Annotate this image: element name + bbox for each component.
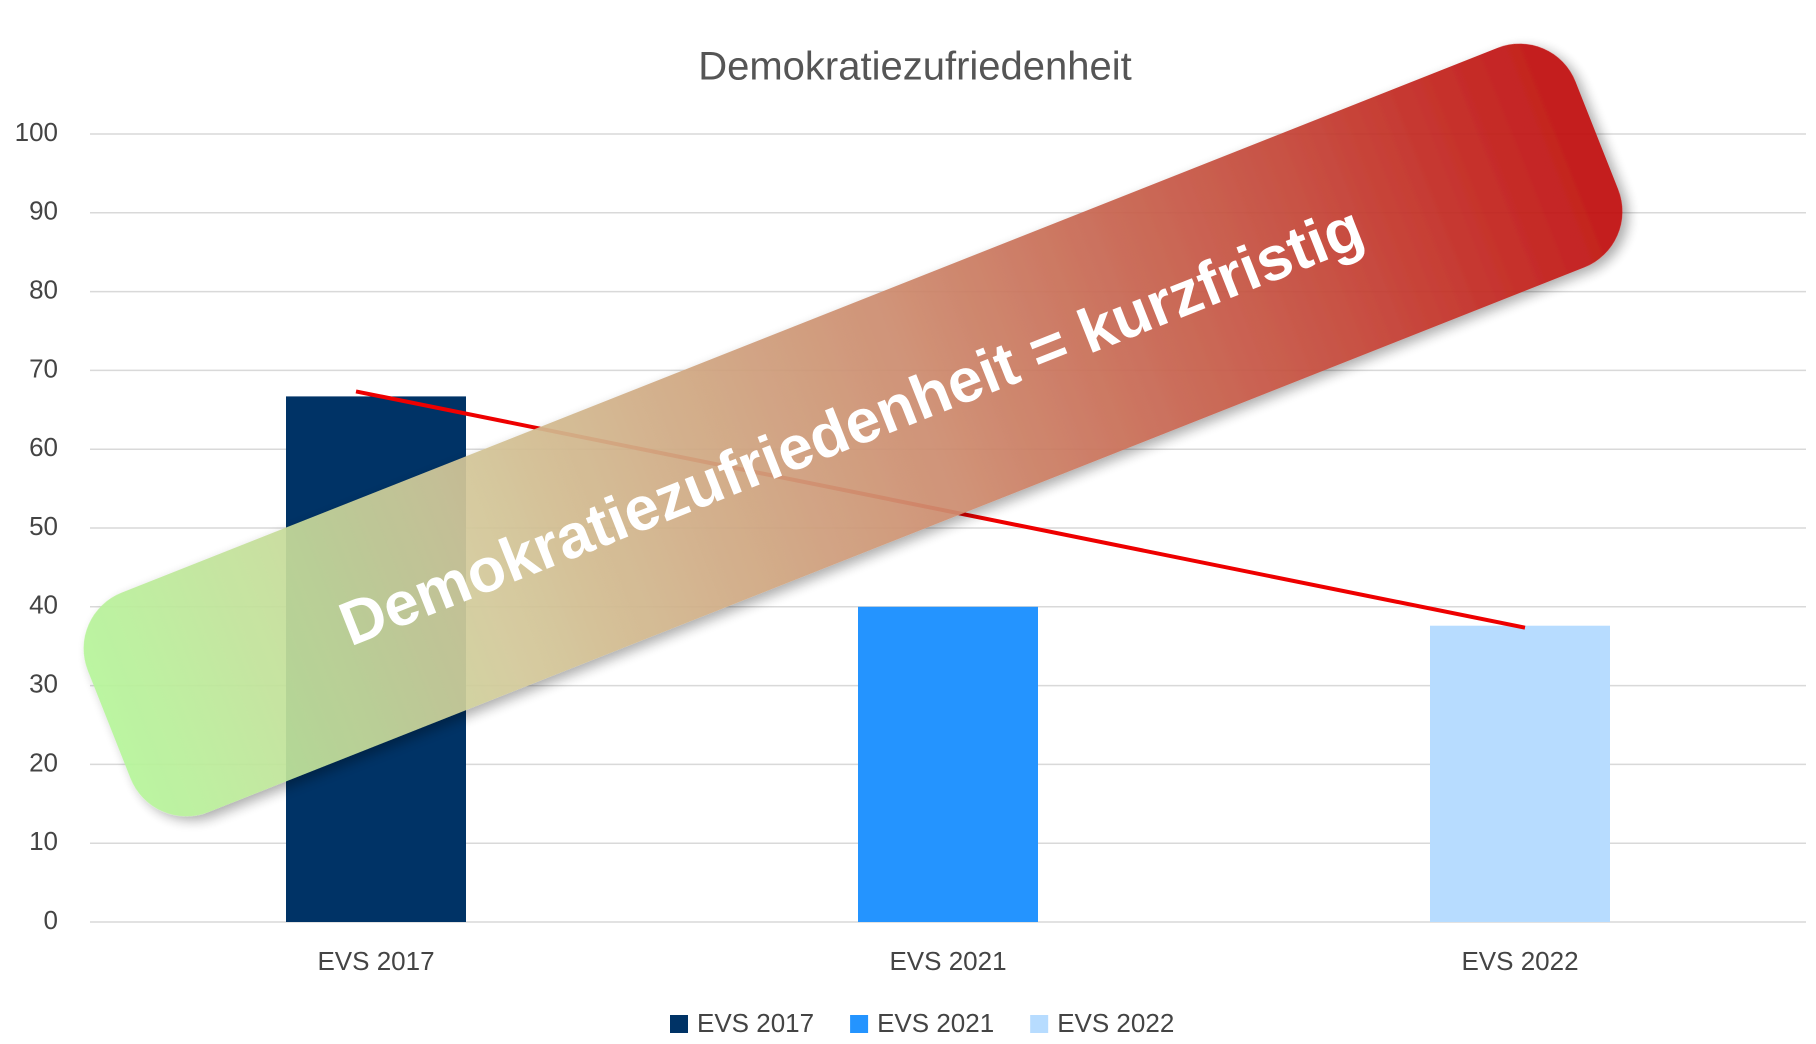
x-tick-label: EVS 2022 — [1461, 946, 1578, 976]
banner-text: Demokratiezufriedenheit = kurzfristig — [330, 193, 1372, 660]
legend-swatch — [1030, 1015, 1048, 1033]
legend-label: EVS 2021 — [877, 1008, 994, 1038]
chart: Demokratiezufriedenheit 0 10 20 30 40 50 60 70 8… — [0, 0, 1816, 1044]
x-tick-label: EVS 2021 — [889, 946, 1006, 976]
legend-swatch — [850, 1015, 868, 1033]
y-tick-label: 30 — [29, 668, 58, 698]
y-tick-label: 80 — [29, 274, 58, 304]
y-tick-label: 60 — [29, 432, 58, 462]
legend: EVS 2017 EVS 2021 EVS 2022 — [670, 1008, 1174, 1038]
y-tick-label: 50 — [29, 511, 58, 541]
legend-label: EVS 2017 — [697, 1008, 814, 1038]
y-tick-label: 20 — [29, 747, 58, 777]
y-tick-label: 10 — [29, 826, 58, 856]
y-tick-label: 40 — [29, 590, 58, 620]
bar — [858, 607, 1038, 922]
y-tick-label: 100 — [15, 117, 58, 147]
y-tick-label: 70 — [29, 353, 58, 383]
x-tick-label: EVS 2017 — [317, 946, 434, 976]
y-tick-label: 0 — [44, 905, 58, 935]
y-tick-label: 90 — [29, 196, 58, 226]
legend-swatch — [670, 1015, 688, 1033]
chart-title: Demokratiezufriedenheit — [698, 45, 1132, 89]
bar — [1430, 626, 1610, 922]
legend-label: EVS 2022 — [1057, 1008, 1174, 1038]
